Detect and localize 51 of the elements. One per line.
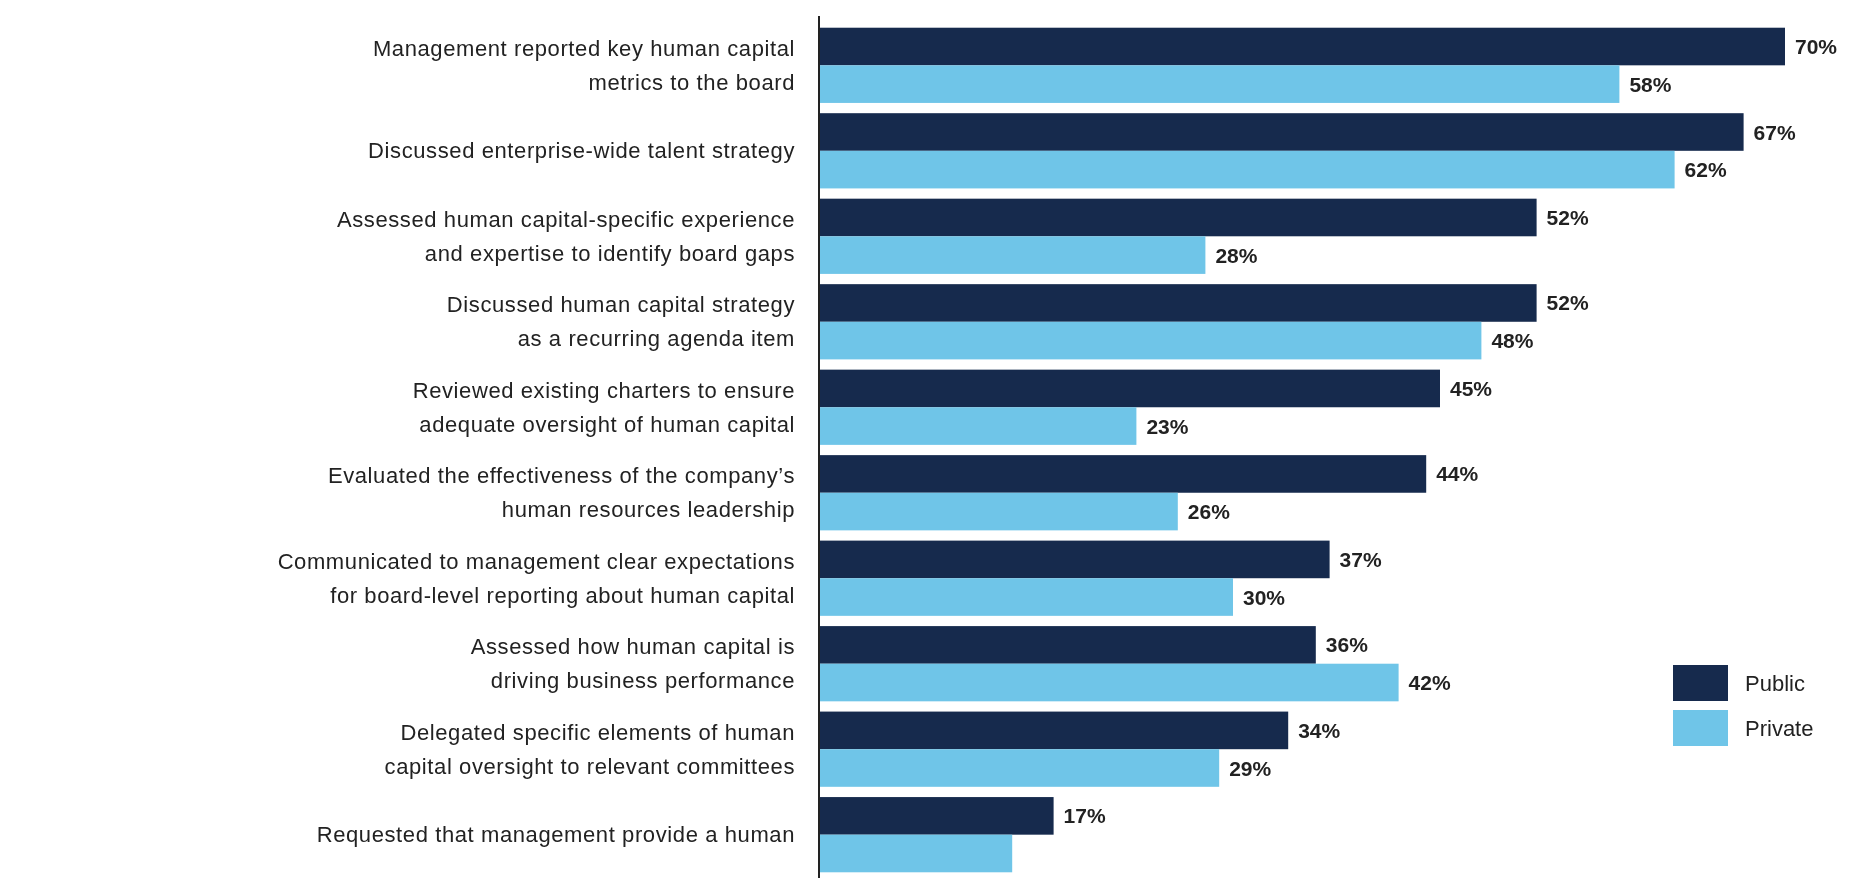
bar — [819, 407, 1137, 445]
y-tick-label: Discussed human capital strategy as a recurring agenda item — [446, 292, 795, 352]
bar — [819, 578, 1233, 616]
data-label: 48% — [1491, 329, 1534, 353]
data-label: 34% — [1298, 718, 1341, 742]
y-tick-label: Assessed human capital-specific experience and expertise to identify board gaps — [336, 206, 795, 266]
bar — [819, 540, 1330, 579]
legend-label: Private — [1745, 715, 1814, 741]
y-tick-label: Requested that management provide a human — [316, 822, 795, 848]
y-tick-label: Discussed enterprise-wide talent strategy — [368, 138, 795, 164]
bar — [819, 369, 1440, 408]
data-label: 52% — [1546, 291, 1589, 315]
bar — [819, 236, 1206, 274]
bar — [819, 663, 1399, 702]
data-label: 26% — [1187, 500, 1231, 524]
data-label: 30% — [1243, 585, 1286, 609]
bar — [819, 797, 1054, 835]
bar — [819, 834, 1013, 873]
data-label: 17% — [1063, 804, 1106, 828]
data-label: 37% — [1339, 547, 1382, 571]
y-tick-label: Assessed how human capital is driving business performance — [470, 634, 795, 694]
data-label: 62% — [1684, 158, 1727, 182]
data-label: 28% — [1215, 243, 1258, 267]
bar — [819, 65, 1620, 103]
data-label: 44% — [1436, 462, 1479, 486]
bar — [819, 455, 1427, 493]
bar — [819, 711, 1289, 750]
bar — [819, 284, 1537, 322]
bar — [819, 749, 1220, 787]
bar — [819, 198, 1537, 237]
y-tick-label: Delegated specific elements of human capital oversight to relevant committees — [384, 719, 795, 779]
data-label: 58% — [1629, 72, 1672, 96]
data-label: 70% — [1795, 35, 1838, 59]
bar — [819, 492, 1178, 531]
bar — [819, 113, 1744, 151]
data-label: 29% — [1229, 756, 1272, 780]
y-tick-label: Evaluated the effectiveness of the company’s human resources leadership — [327, 463, 795, 523]
data-label: 23% — [1146, 414, 1189, 438]
bar — [819, 626, 1316, 664]
y-tick-label: Reviewed existing charters to ensure adequate oversight of human capital — [412, 377, 795, 437]
bar — [819, 150, 1675, 189]
data-label: 52% — [1546, 205, 1589, 229]
data-label: 45% — [1450, 376, 1493, 400]
bar — [819, 321, 1482, 360]
y-tick-label: Management reported key human capital metrics to the board — [372, 35, 795, 95]
legend-label: Public — [1745, 670, 1805, 696]
data-label: 42% — [1408, 671, 1451, 695]
bar — [819, 27, 1785, 66]
data-label: 67% — [1753, 120, 1796, 144]
y-tick-label: Communicated to management clear expectations for board-level reporting about human capital — [277, 548, 795, 608]
data-label: 36% — [1325, 633, 1369, 657]
